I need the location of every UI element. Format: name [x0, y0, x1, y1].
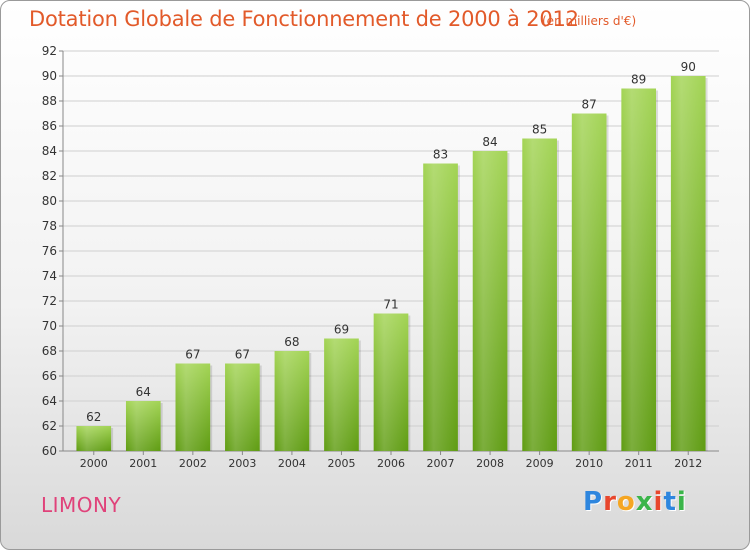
data-label: 89	[631, 73, 646, 87]
x-tick-label: 2010	[575, 457, 603, 470]
logo-letter: P	[583, 487, 604, 517]
logo-letter: o	[616, 487, 636, 517]
bar-highlight	[125, 401, 161, 451]
bar-highlight	[670, 76, 706, 451]
x-tick-label: 2011	[625, 457, 653, 470]
y-tick-label: 64	[42, 394, 57, 408]
data-label: 84	[482, 135, 497, 149]
y-tick-label: 78	[42, 219, 57, 233]
data-label: 67	[235, 348, 250, 362]
data-label: 85	[532, 123, 547, 137]
y-tick-label: 84	[42, 144, 57, 158]
axes: 60 62 64 66 68 70 72 74 76 78 80 82 84 86 88 90 92 2000 20…	[42, 44, 719, 470]
x-tick-label: 2008	[476, 457, 504, 470]
y-tick-label: 80	[42, 194, 57, 208]
logo-letter: i	[653, 487, 664, 517]
y-tick-label: 88	[42, 94, 57, 108]
x-tick-label: 2005	[327, 457, 355, 470]
place-name: LIMONY	[41, 493, 122, 517]
logo-letter: r	[603, 487, 617, 517]
y-tick-label: 68	[42, 344, 57, 358]
bar-highlight	[621, 88, 657, 451]
proxiti-logo: Proxiti	[583, 487, 687, 517]
chart-subtitle: (en milliers d'€)	[542, 14, 637, 28]
data-label: 68	[284, 335, 299, 349]
y-tick-label: 60	[42, 444, 57, 458]
data-labels: 62 64 67 67 68 69 71 83 84 85 87 89 90	[86, 60, 696, 424]
x-tick-label: 2001	[129, 457, 157, 470]
data-label: 90	[681, 60, 696, 74]
bars	[76, 76, 708, 451]
bar-highlight	[274, 351, 310, 451]
y-tick-label: 86	[42, 119, 57, 133]
data-label: 62	[86, 410, 101, 424]
y-tick-label: 62	[42, 419, 57, 433]
y-tick-label: 66	[42, 369, 57, 383]
bar-highlight	[373, 313, 409, 451]
x-tick-label: 2006	[377, 457, 405, 470]
bar-highlight	[76, 426, 112, 451]
logo-letter: t	[663, 487, 677, 517]
logo-letter: i	[676, 487, 687, 517]
x-tick-label: 2000	[80, 457, 108, 470]
bar-highlight	[324, 338, 359, 451]
x-tick-label: 2012	[674, 457, 702, 470]
y-tick-label: 82	[42, 169, 57, 183]
data-label: 69	[334, 323, 349, 337]
y-tick-label: 72	[42, 294, 57, 308]
bar-highlight	[423, 163, 458, 451]
data-label: 67	[185, 348, 200, 362]
x-tick-label: 2002	[179, 457, 207, 470]
x-tick-label: 2003	[228, 457, 256, 470]
bar-highlight	[522, 138, 557, 451]
bar-highlight	[175, 363, 211, 451]
x-tick-label: 2007	[427, 457, 455, 470]
data-label: 64	[136, 385, 151, 399]
y-tick-label: 92	[42, 44, 57, 58]
y-tick-label: 90	[42, 69, 57, 83]
chart-title: Dotation Globale de Fonctionnement de 20…	[29, 7, 579, 31]
bar-highlight	[571, 113, 607, 451]
y-tick-label: 74	[42, 269, 57, 283]
y-tick-label: 70	[42, 319, 57, 333]
data-label: 87	[582, 98, 597, 112]
data-label: 83	[433, 148, 448, 162]
data-label: 71	[383, 298, 398, 312]
bar-highlight	[472, 151, 508, 451]
logo-letter: x	[635, 487, 654, 517]
x-tick-label: 2009	[526, 457, 554, 470]
bar-highlight	[225, 363, 260, 451]
y-tick-label: 76	[42, 244, 57, 258]
x-tick-label: 2004	[278, 457, 306, 470]
